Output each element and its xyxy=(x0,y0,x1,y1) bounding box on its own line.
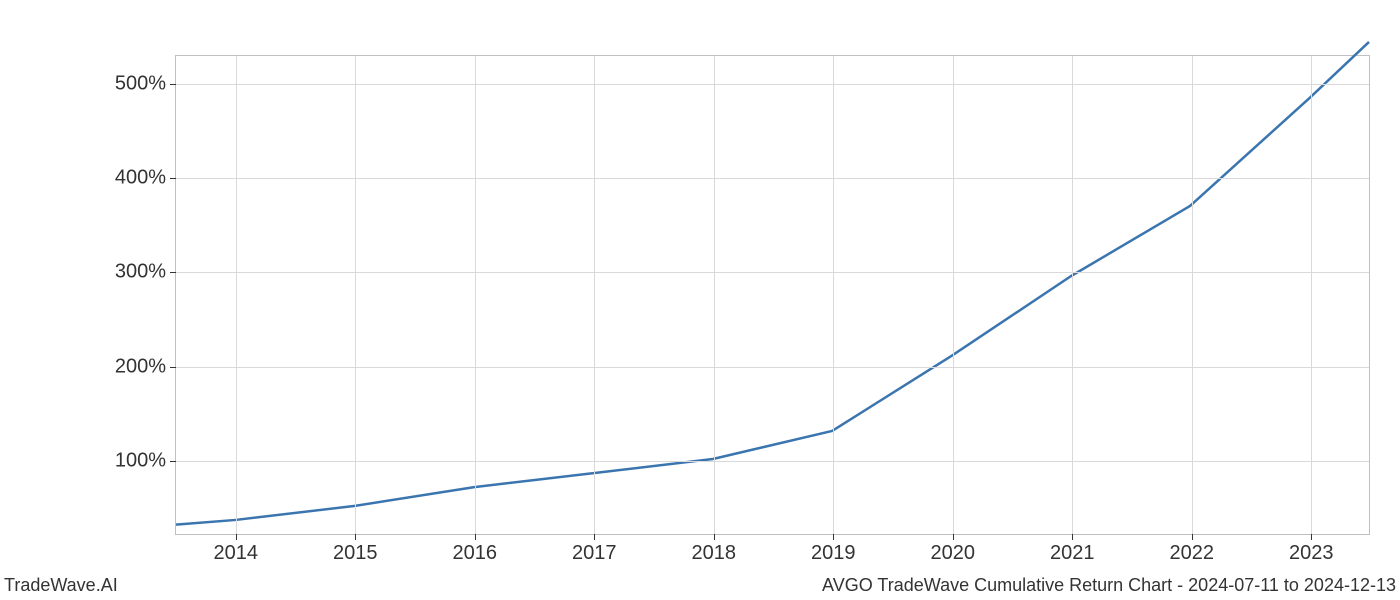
grid-line-vertical xyxy=(594,56,595,534)
x-tick-label: 2016 xyxy=(453,534,498,565)
grid-line-vertical xyxy=(475,56,476,534)
grid-line-vertical xyxy=(1192,56,1193,534)
y-tick-label: 300% xyxy=(115,261,176,284)
y-tick-label: 500% xyxy=(115,73,176,96)
x-tick-label: 2022 xyxy=(1170,534,1215,565)
x-tick-label: 2020 xyxy=(931,534,976,565)
x-tick-label: 2019 xyxy=(811,534,856,565)
x-tick-label: 2014 xyxy=(214,534,259,565)
grid-line-vertical xyxy=(355,56,356,534)
x-tick-label: 2023 xyxy=(1289,534,1334,565)
chart-container: 100% 200% 300% 400% 500% 2014 2015 2016 2017 2018… xyxy=(0,0,1400,600)
y-tick-label: 400% xyxy=(115,167,176,190)
x-tick-label: 2021 xyxy=(1050,534,1095,565)
footer-right-caption: AVGO TradeWave Cumulative Return Chart -… xyxy=(822,575,1396,596)
footer-left-branding: TradeWave.AI xyxy=(4,575,118,596)
x-tick-label: 2015 xyxy=(333,534,378,565)
grid-line-vertical xyxy=(1072,56,1073,534)
grid-line-vertical xyxy=(833,56,834,534)
x-tick-label: 2017 xyxy=(572,534,617,565)
grid-line-vertical xyxy=(953,56,954,534)
y-tick-label: 200% xyxy=(115,355,176,378)
grid-line-vertical xyxy=(714,56,715,534)
grid-line-vertical xyxy=(1311,56,1312,534)
grid-line-vertical xyxy=(236,56,237,534)
y-tick-label: 100% xyxy=(115,449,176,472)
x-tick-label: 2018 xyxy=(692,534,737,565)
plot-area: 100%200%300%400%500%20142015201620172018… xyxy=(175,55,1370,535)
